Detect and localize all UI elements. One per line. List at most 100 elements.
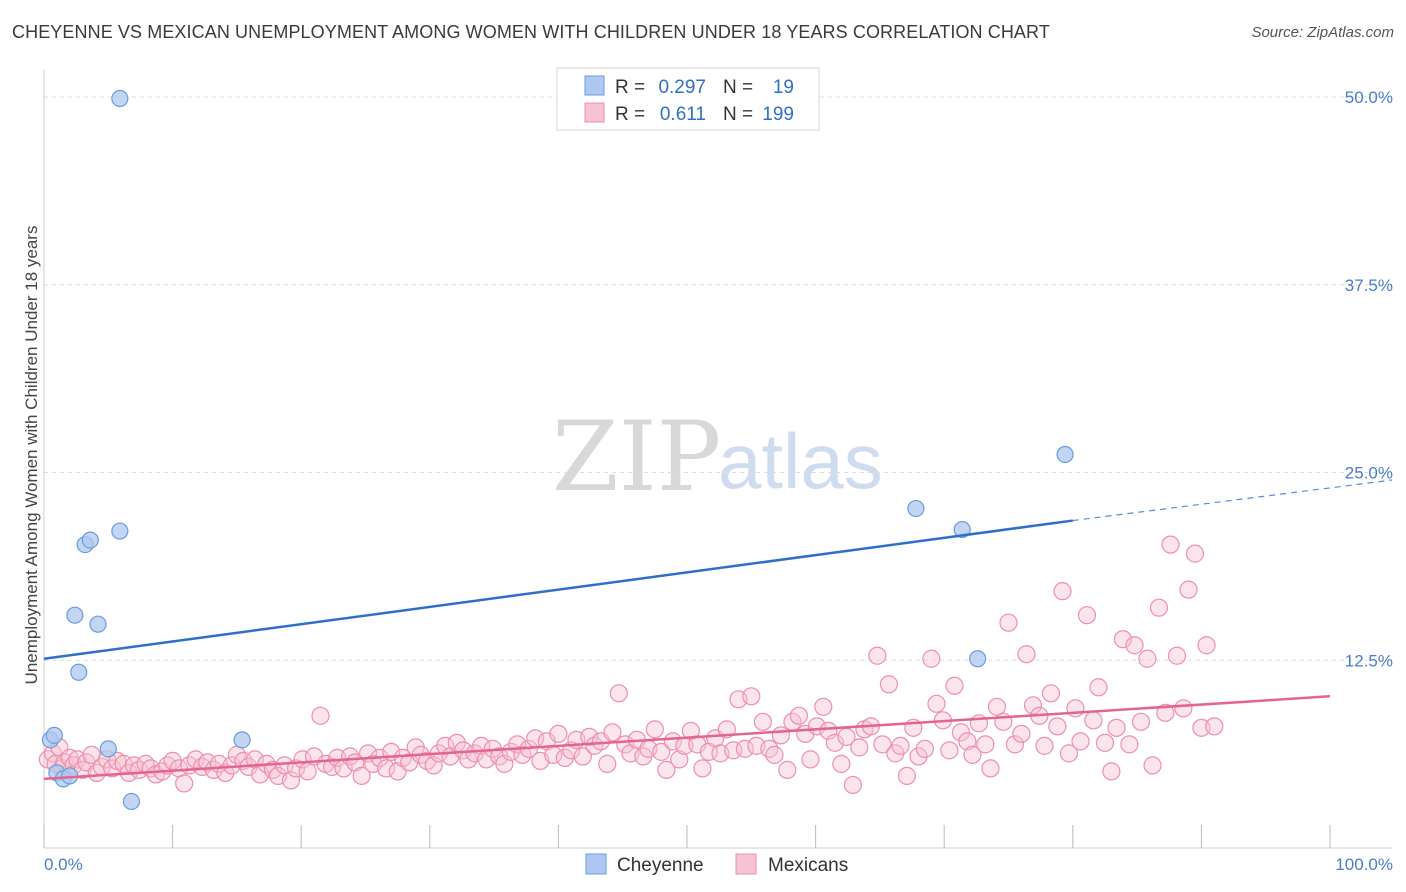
watermark: ZIP atlas (552, 401, 883, 513)
cheyenne-point-18 (1056, 445, 1074, 464)
mexicans-point-51 (311, 706, 330, 725)
y-tick-label-0: 12.5% (1345, 651, 1393, 670)
mexicans-point-107 (645, 720, 664, 739)
cheyenne-point-12 (111, 89, 129, 108)
watermark-atlas: atlas (718, 417, 883, 505)
mexicans-point-173 (1041, 684, 1061, 703)
trend-lines (43, 479, 1393, 781)
mexicans-point-138 (832, 754, 851, 773)
mexicans-point-197 (1185, 544, 1205, 563)
mexicans-point-133 (801, 750, 820, 769)
mexicans-point-167 (1005, 735, 1025, 754)
legend-r-label-cheyenne: R = (615, 77, 645, 98)
mexicans-point-32 (198, 753, 217, 772)
mexicans-point-157 (945, 676, 964, 695)
mexicans-point-28 (175, 774, 194, 793)
mexicans-point-101 (609, 684, 628, 703)
legend-swatch-mexicans (584, 102, 605, 123)
mexicans-point-128 (771, 726, 790, 745)
mexicans-point-96 (580, 727, 599, 746)
mexicans-point-172 (1035, 736, 1054, 755)
mexicans-point-70 (424, 756, 443, 775)
x-tick-label-0: 0.0% (44, 855, 83, 874)
bottom-legend-swatch-cheyenne[interactable] (585, 853, 607, 875)
mexicans-point-160 (963, 745, 982, 764)
cheyenne-point-13 (122, 792, 141, 811)
legend-box[interactable]: R = 0.297 N = 19 R = 0.611 N = 199 (556, 67, 820, 131)
mexicans-point-145 (873, 735, 892, 754)
cheyenne-point-17 (969, 650, 987, 668)
mexicans-point-163 (981, 759, 1000, 778)
mexicans-point-159 (958, 732, 977, 751)
mexicans-point-162 (976, 735, 995, 754)
cheyenne-point-6 (70, 663, 88, 681)
mexicans-point-111 (670, 750, 689, 769)
mexicans-point-122 (735, 739, 754, 758)
mexicans-point-194 (1167, 646, 1187, 665)
cheyenne-point-9 (89, 615, 107, 633)
mexicans-point-195 (1174, 699, 1193, 718)
mexicans-point-174 (1048, 717, 1067, 736)
mexicans-point-127 (765, 745, 784, 764)
mexicans-point-178 (1071, 732, 1090, 751)
mexicans-point-183 (1102, 762, 1121, 781)
mexicans-point-144 (868, 646, 887, 665)
source-label: Source: ZipAtlas.com (1251, 24, 1394, 41)
mexicans-point-149 (897, 766, 917, 786)
mexicans-point-141 (850, 738, 869, 757)
y-tick-label-2: 37.5% (1345, 276, 1393, 295)
cheyenne-point-14 (233, 731, 251, 749)
legend-n-label-cheyenne: N = (723, 77, 753, 98)
mexicans-point-164 (987, 697, 1007, 716)
mexicans-points (38, 535, 1224, 795)
mexicans-point-100 (603, 723, 622, 742)
mexicans-point-170 (1023, 696, 1043, 715)
mexicans-point-189 (1138, 649, 1157, 668)
mexicans-point-188 (1131, 712, 1151, 731)
mexicans-point-62 (376, 759, 396, 778)
tick-labels: 12.5% 25.0% 37.5% 50.0% 0.0% 100.0% (44, 88, 1393, 874)
mexicans-point-158 (951, 723, 971, 742)
cheyenne-point-8 (81, 531, 99, 549)
cheyenne-point-11 (111, 522, 129, 540)
bottom-legend: Cheyenne Mexicans (585, 853, 848, 876)
legend-n-value-cheyenne: 19 (773, 77, 794, 98)
mexicans-point-176 (1059, 744, 1079, 763)
bottom-legend-label-mexicans[interactable]: Mexicans (768, 855, 848, 876)
mexicans-trend-line (43, 695, 1331, 781)
legend-swatch-cheyenne (584, 75, 605, 96)
mexicans-point-184 (1107, 718, 1126, 737)
mexicans-point-181 (1089, 678, 1108, 697)
bottom-legend-label-cheyenne[interactable]: Cheyenne (617, 855, 704, 876)
mexicans-point-191 (1149, 598, 1169, 617)
mexicans-point-92 (555, 748, 574, 767)
mexicans-point-120 (724, 741, 743, 760)
mexicans-point-186 (1120, 735, 1139, 754)
mexicans-point-156 (940, 741, 959, 760)
mexicans-point-154 (927, 694, 946, 713)
mexicans-point-182 (1095, 733, 1115, 752)
y-axis-label: Unemployment Among Women with Children U… (22, 226, 41, 685)
mexicans-point-152 (915, 739, 935, 758)
mexicans-point-196 (1179, 580, 1198, 599)
mexicans-point-193 (1161, 535, 1180, 554)
y-tick-label-1: 25.0% (1345, 464, 1393, 483)
mexicans-point-180 (1084, 711, 1103, 730)
cheyenne-point-5 (66, 606, 84, 624)
mexicans-point-125 (753, 712, 772, 731)
mexicans-point-175 (1053, 582, 1072, 601)
mexicans-point-190 (1143, 756, 1162, 775)
mexicans-point-187 (1125, 636, 1144, 655)
cheyenne-trend-extension (1072, 479, 1393, 522)
mexicans-point-135 (814, 697, 833, 716)
mexicans-point-99 (598, 754, 617, 773)
mexicans-point-200 (1205, 717, 1224, 736)
mexicans-point-140 (843, 775, 862, 795)
mexicans-point-123 (742, 687, 761, 706)
bottom-legend-swatch-mexicans[interactable] (735, 853, 757, 875)
x-tick-label-1: 100.0% (1335, 855, 1393, 874)
legend-r-value-cheyenne: 0.297 (658, 77, 706, 98)
y-tick-label-3: 50.0% (1345, 88, 1393, 107)
mexicans-point-46 (281, 771, 301, 790)
mexicans-point-179 (1077, 606, 1097, 625)
